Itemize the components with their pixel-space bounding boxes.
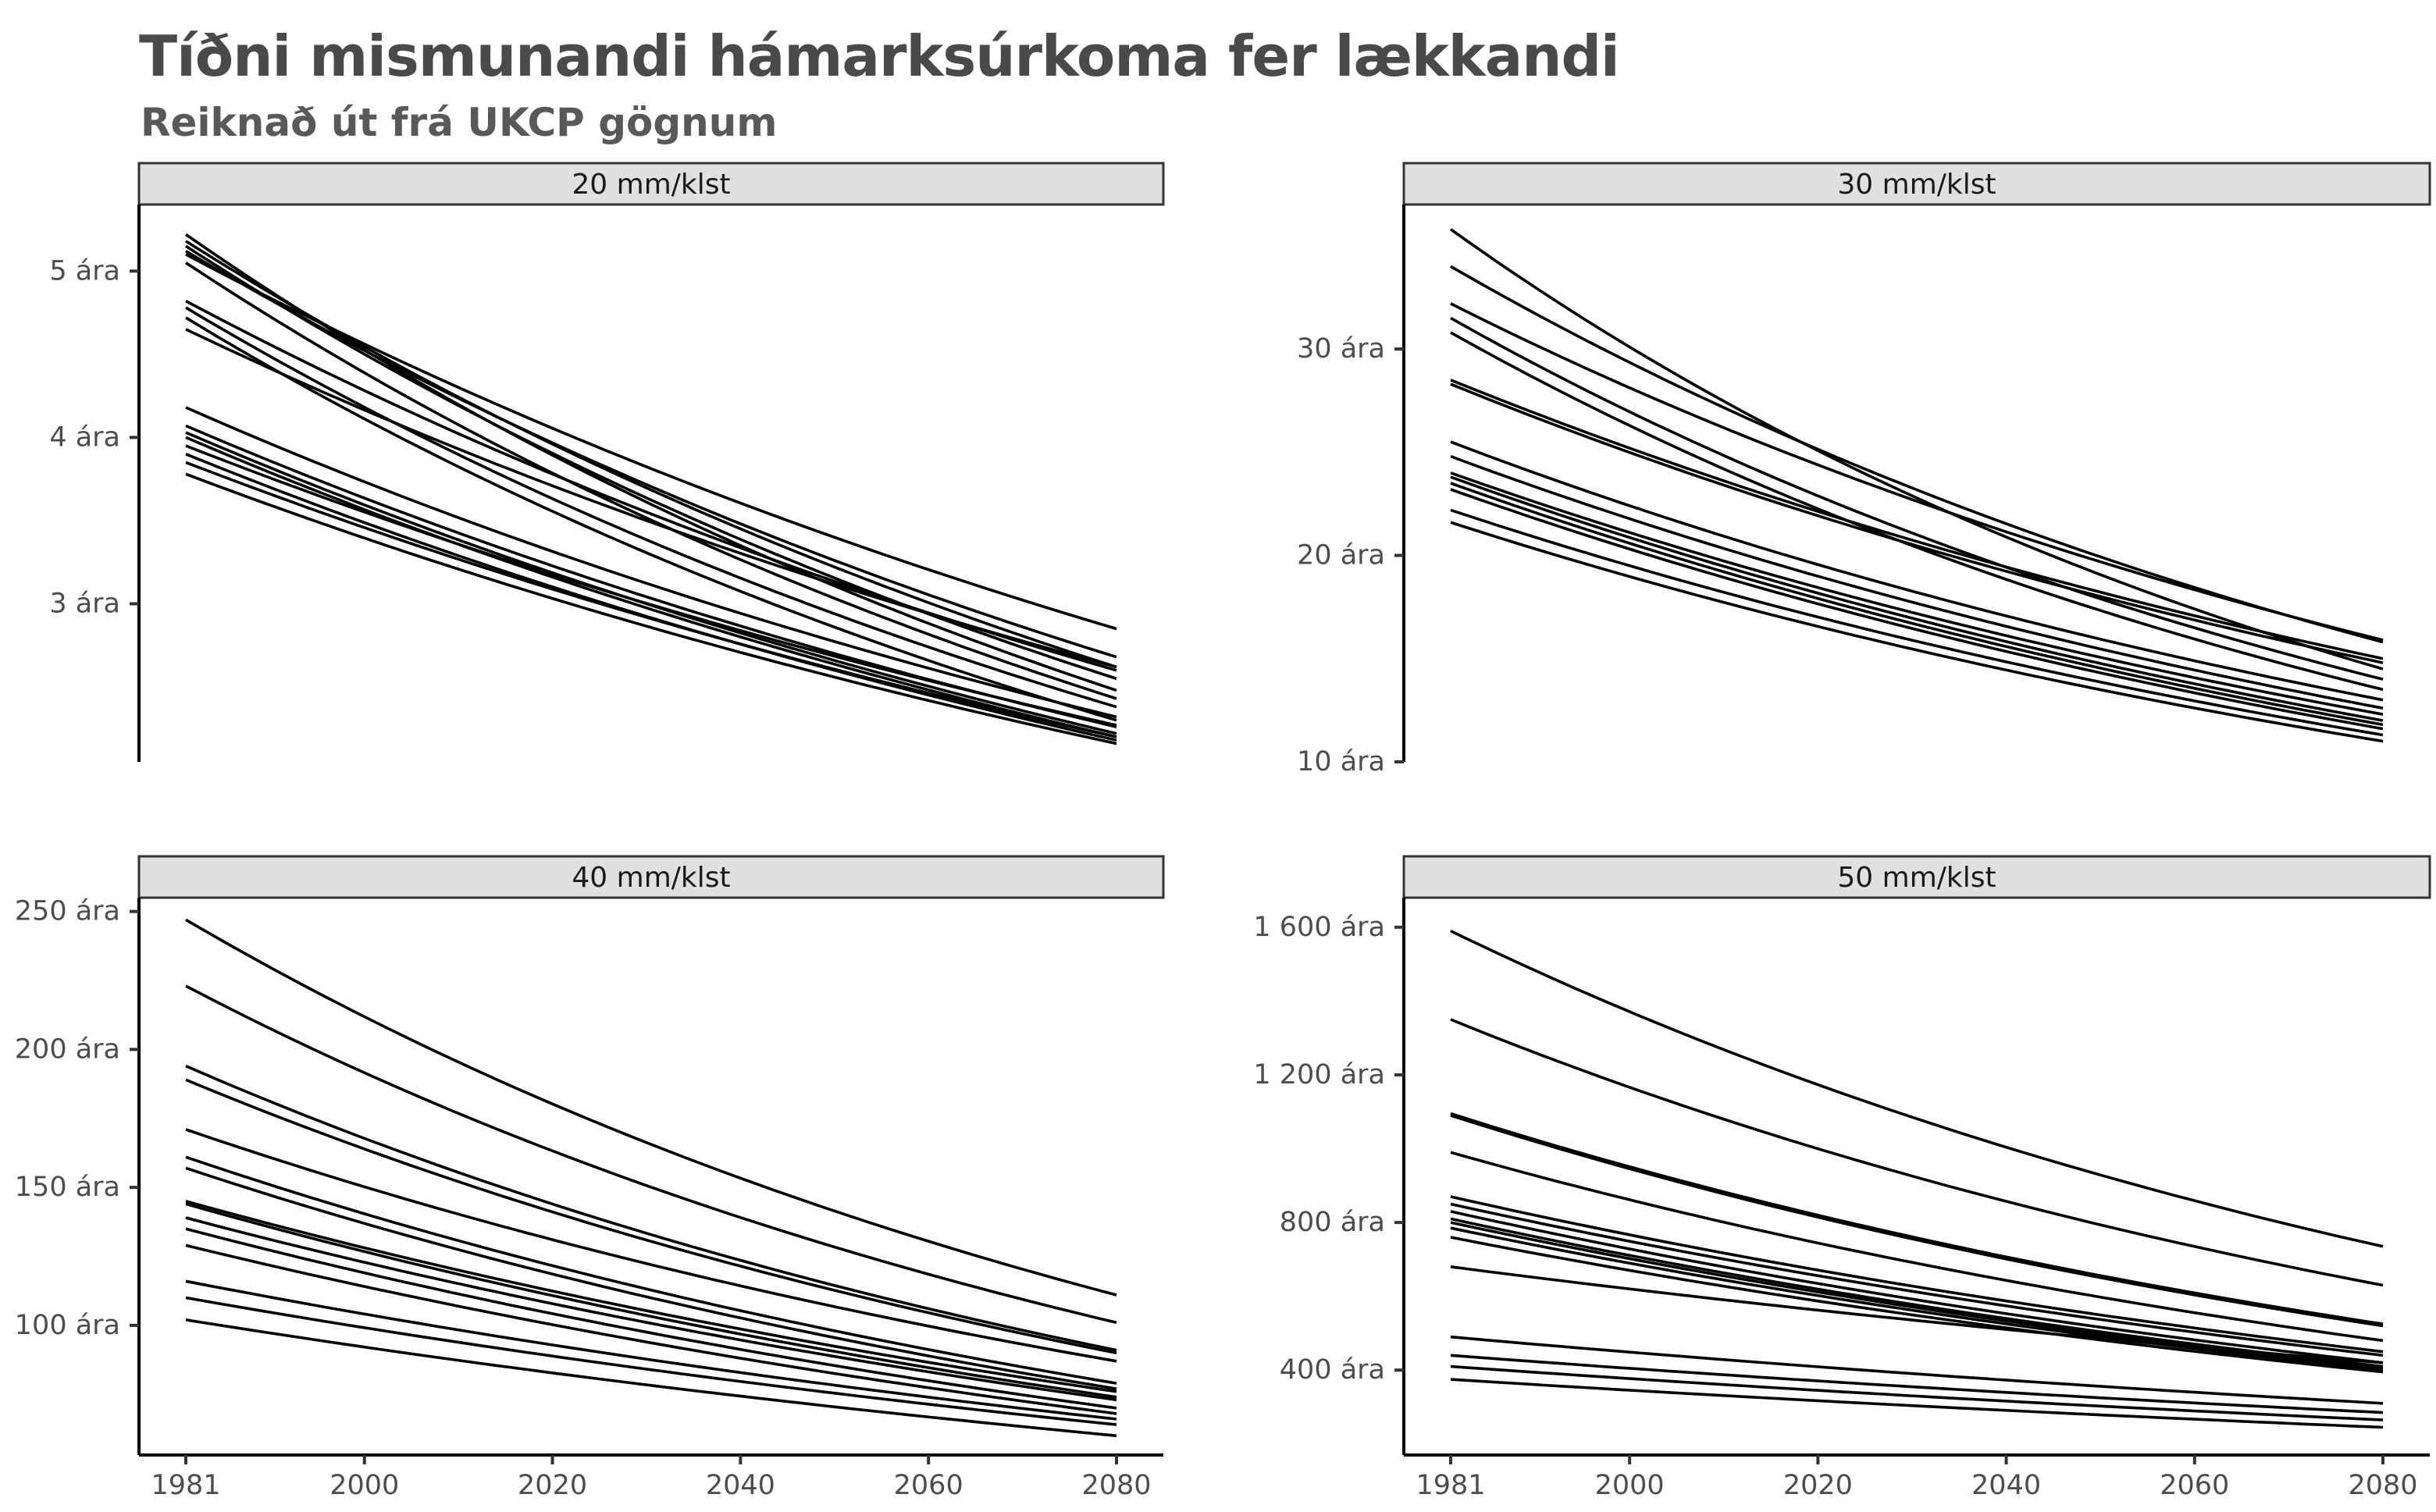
series-line [185, 1200, 1117, 1393]
y-tick-label: 150 ára [15, 1172, 120, 1203]
series-line [185, 1279, 1117, 1421]
panel-strip-label: 30 mm/klst [1837, 169, 1996, 201]
series-line [1450, 1364, 2384, 1421]
series-line [185, 1064, 1117, 1352]
x-tick-label: 2080 [1081, 1470, 1151, 1501]
series-line [1449, 228, 2384, 671]
x-tick-label: 2000 [329, 1470, 399, 1501]
x-tick-label: 1981 [151, 1470, 220, 1501]
y-tick-label: 20 ára [1297, 540, 1385, 571]
series-line [1450, 488, 2384, 731]
series-line [185, 1216, 1117, 1402]
series-line [185, 1166, 1117, 1390]
chart-subtitle: Reiknað út frá UKCP gögnum [141, 100, 778, 145]
series-line [1450, 440, 2384, 702]
series-line [1450, 475, 2384, 722]
series-line [1450, 1195, 2384, 1354]
panel-strip-label: 20 mm/klst [572, 169, 730, 201]
series-line [185, 431, 1117, 735]
y-tick-label: 10 ára [1297, 746, 1385, 777]
series-line [1450, 471, 2384, 716]
series-line [185, 436, 1117, 738]
series-line [185, 261, 1117, 700]
series-line [1450, 508, 2384, 737]
chart-title: Tíðni mismunandi hámarksúrkoma fer lækka… [139, 23, 1620, 89]
panel-strip-label: 40 mm/klst [572, 862, 730, 894]
x-tick-label: 2020 [518, 1470, 587, 1501]
series-line [184, 233, 1117, 692]
y-tick-label: 800 ára [1280, 1207, 1385, 1238]
series-line [1450, 302, 2384, 642]
series-line [185, 316, 1117, 722]
series-line [1450, 1354, 2384, 1414]
series-line [1450, 929, 2384, 1248]
x-tick-label: 2060 [894, 1470, 963, 1501]
y-tick-label: 4 ára [49, 422, 120, 453]
series-line [185, 1128, 1117, 1363]
series-line [1450, 1202, 2384, 1357]
series-line [185, 1078, 1117, 1354]
y-tick-label: 5 ára [49, 255, 120, 286]
series-line [1450, 382, 2384, 664]
series-line [185, 328, 1117, 669]
series-line [185, 244, 1117, 681]
series-line [1450, 1226, 2384, 1371]
series-line [185, 1243, 1117, 1415]
series-line [185, 1227, 1117, 1410]
x-tick-label: 2040 [706, 1470, 775, 1501]
series-line [1450, 1236, 2384, 1374]
series-line [1450, 1151, 2384, 1343]
y-tick-label: 1 600 ára [1253, 912, 1385, 943]
y-tick-label: 200 ára [15, 1033, 120, 1065]
series-line [185, 1155, 1117, 1385]
y-tick-label: 30 ára [1297, 333, 1385, 365]
series-line [185, 444, 1117, 727]
series-line [1450, 331, 2384, 692]
x-tick-label: 2000 [1595, 1470, 1665, 1501]
panel-strip [137, 855, 1165, 899]
series-line [1450, 316, 2384, 681]
series-line [185, 1202, 1117, 1399]
series-line [1450, 1114, 2384, 1328]
series-line [1450, 454, 2384, 710]
series-line [185, 1296, 1117, 1426]
x-tick-label: 2060 [2160, 1470, 2229, 1501]
panel-strip [1402, 162, 2431, 206]
panel-strip [137, 162, 1165, 206]
series-line [185, 918, 1117, 1297]
series-line [1450, 379, 2384, 660]
series-line [1450, 521, 2384, 743]
series-line [1450, 1112, 2384, 1325]
panel-strip-label: 50 mm/klst [1837, 862, 1996, 894]
series-line [185, 306, 1117, 709]
x-tick-label: 2020 [1783, 1470, 1853, 1501]
y-tick-label: 1 200 ára [1253, 1059, 1385, 1090]
series-line [185, 984, 1117, 1325]
series-line [185, 461, 1117, 738]
series-line [1450, 1378, 2384, 1429]
x-tick-label: 1981 [1416, 1470, 1485, 1501]
series-line [185, 253, 1117, 631]
series-line [1450, 1335, 2384, 1405]
series-line [185, 472, 1117, 745]
series-line [1450, 482, 2384, 727]
x-tick-label: 2080 [2348, 1470, 2417, 1501]
y-tick-label: 100 ára [15, 1310, 120, 1341]
series-line [1450, 1210, 2384, 1364]
series-line [185, 240, 1117, 669]
series-line [185, 406, 1117, 719]
series-line [185, 1318, 1117, 1438]
series-line [185, 250, 1117, 659]
panel-strip [1402, 855, 2431, 899]
y-tick-label: 3 ára [49, 589, 120, 620]
series-line [1450, 1265, 2384, 1364]
y-tick-label: 400 ára [1280, 1354, 1385, 1386]
x-tick-label: 2040 [1971, 1470, 2041, 1501]
series-line [1450, 1018, 2384, 1287]
y-tick-label: 250 ára [15, 896, 120, 927]
series-line [1450, 1217, 2384, 1368]
